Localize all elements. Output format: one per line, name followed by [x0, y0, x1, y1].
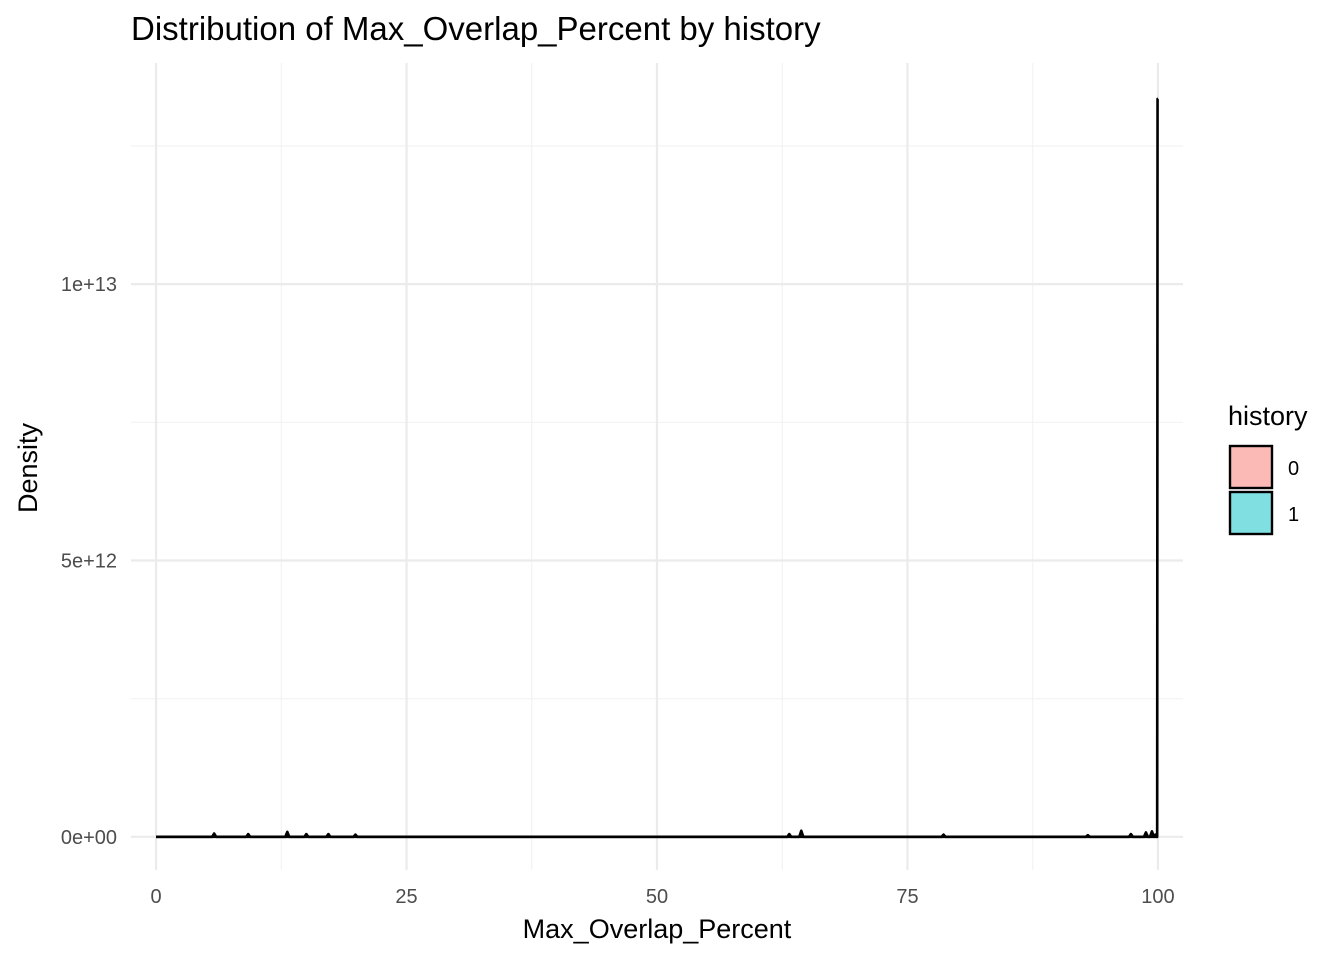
legend-key-1 [1228, 490, 1274, 536]
density-series [156, 97, 1159, 839]
y-tick-label: 1e+13 [61, 274, 117, 296]
x-tick-label: 75 [896, 886, 918, 908]
x-tick-label: 50 [646, 886, 668, 908]
y-tick-label: 5e+12 [61, 550, 117, 572]
x-tick-label: 25 [395, 886, 417, 908]
legend-label-0: 0 [1288, 458, 1299, 480]
y-tick-label: 0e+00 [61, 827, 117, 849]
legend-key-0 [1228, 444, 1274, 490]
x-tick-label: 100 [1141, 886, 1174, 908]
major-gridlines [131, 63, 1183, 870]
legend-entries: 01 [1228, 444, 1299, 536]
x-tick-label: 0 [150, 886, 161, 908]
y-axis-title: Density [13, 422, 43, 513]
x-axis-title: Max_Overlap_Percent [523, 914, 792, 944]
chart-title: Distribution of Max_Overlap_Percent by h… [131, 10, 821, 47]
legend: history 01 [1228, 401, 1308, 536]
x-axis-ticks: 0 25 50 75 100 [150, 886, 1174, 908]
legend-title: history [1228, 401, 1308, 431]
legend-label-1: 1 [1288, 504, 1299, 526]
y-axis-ticks: 0e+00 5e+12 1e+13 [61, 274, 117, 849]
